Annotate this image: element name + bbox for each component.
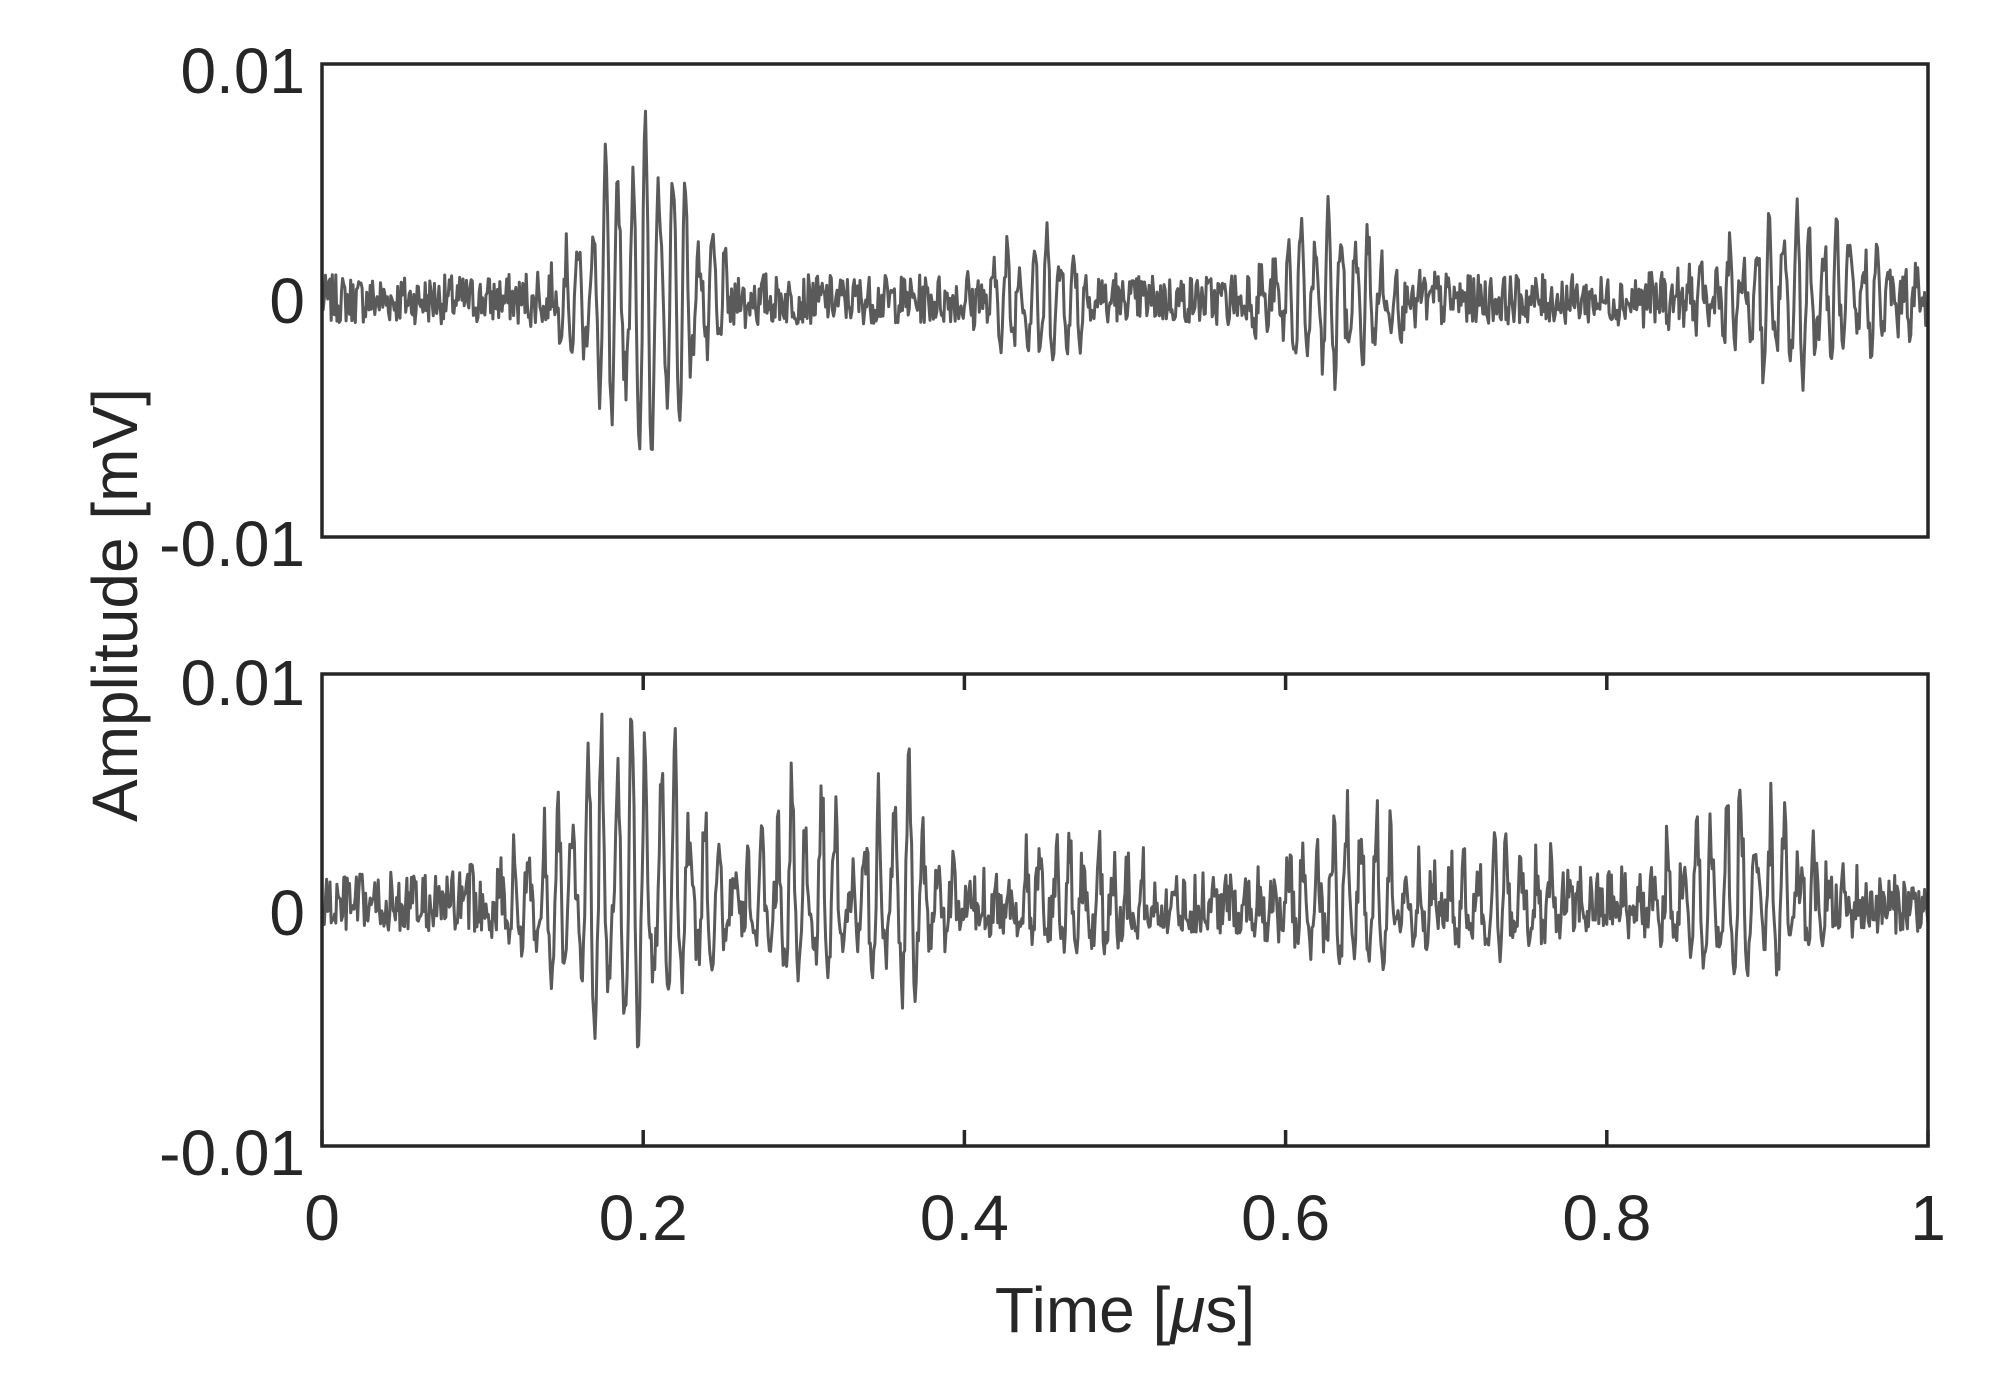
x-axis-label: Time [μs] (995, 1274, 1255, 1346)
top-ytick-label-zero: 0 (269, 265, 305, 337)
top-ytick-label-max: 0.01 (180, 35, 305, 107)
xtick-label-1: 1 (1910, 1182, 1946, 1254)
top-axes-frame (320, 62, 1930, 539)
bottom-axes-frame (320, 672, 1930, 1148)
top-waveform-line (320, 109, 1930, 451)
bottom-ytick-label-min: -0.01 (159, 1117, 305, 1189)
xtick-label-0.8: 0.8 (1562, 1182, 1651, 1254)
xtick-label-0: 0 (304, 1182, 340, 1254)
bottom-ytick-label-max: 0.01 (180, 647, 305, 719)
top-ytick-label-min: -0.01 (159, 508, 305, 580)
bottom-waveform-line (320, 712, 1930, 1049)
xtick-label-0.6: 0.6 (1241, 1182, 1330, 1254)
top-axes: 0.01 0 -0.01 (159, 35, 1930, 580)
xtick-label-0.4: 0.4 (920, 1182, 1009, 1254)
x-axis-label-suffix: s] (1205, 1274, 1255, 1346)
x-axis-label-prefix: Time [ (995, 1274, 1171, 1346)
x-axis-label-mu: μ (1168, 1274, 1205, 1346)
bottom-ytick-label-zero: 0 (269, 877, 305, 949)
y-axis-label: Amplitude [mV] (79, 388, 151, 822)
bottom-axes: 0.01 0 -0.01 0 0.2 0.4 0.6 0.8 1 (159, 647, 1946, 1254)
xtick-label-0.2: 0.2 (599, 1182, 688, 1254)
